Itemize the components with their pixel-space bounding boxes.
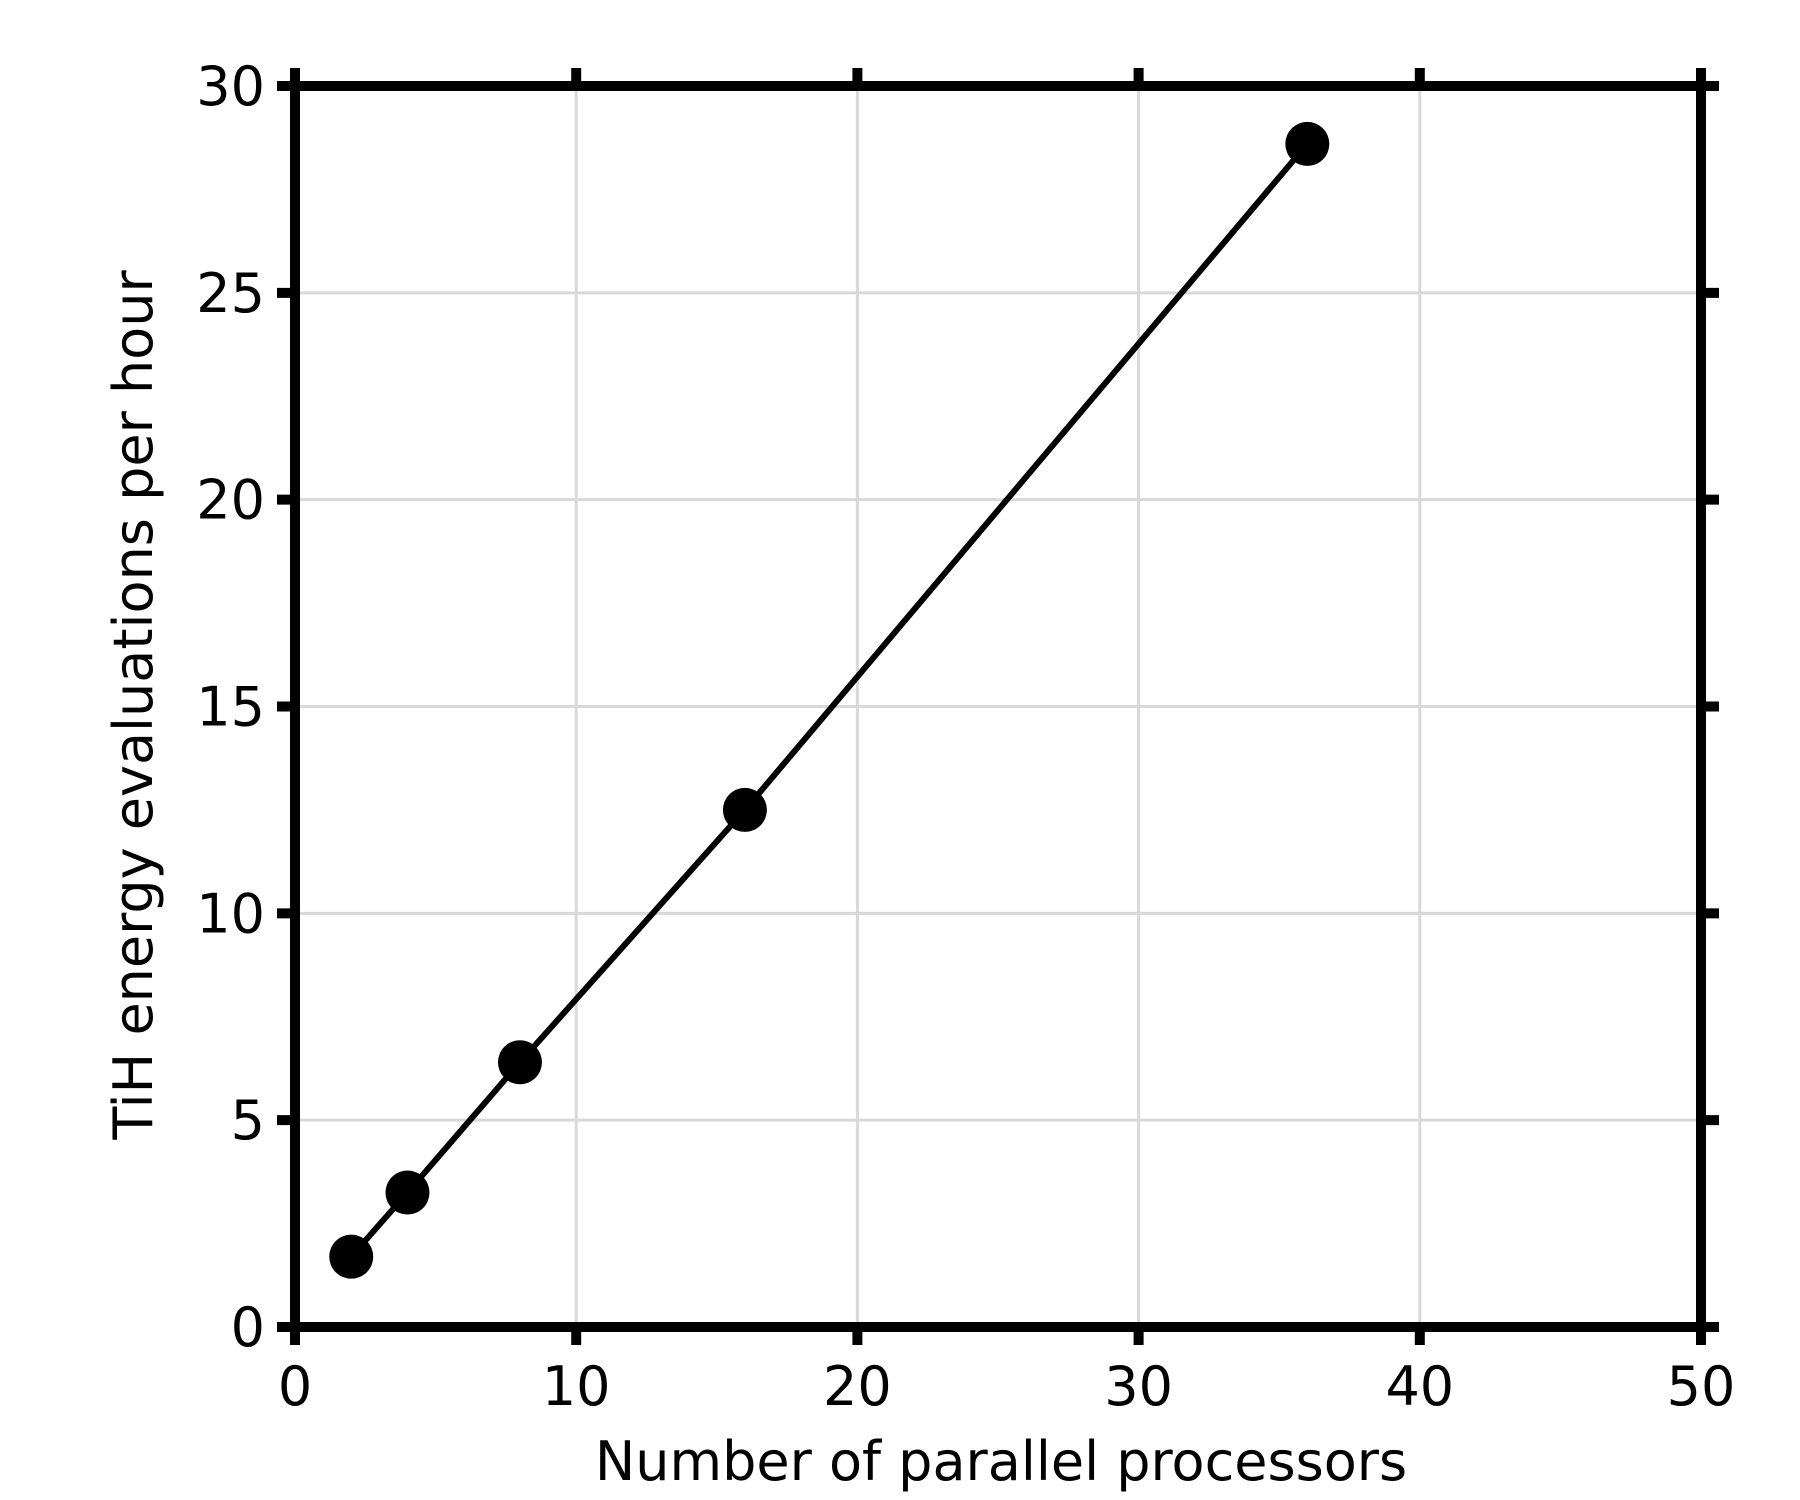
y-tick-label: 10 (196, 882, 265, 945)
series-points (329, 121, 1330, 1279)
x-tick-label: 30 (1104, 1355, 1173, 1418)
data-point (329, 1234, 374, 1279)
series-lines (348, 141, 1310, 1259)
x-axis-label: Number of parallel processors (595, 1430, 1407, 1493)
data-point (722, 787, 767, 832)
data-point (497, 1040, 542, 1085)
y-axis-label: TiH energy evaluations per hour (102, 270, 165, 1141)
x-tick-label: 0 (278, 1355, 312, 1418)
ticks (277, 68, 1719, 1345)
grid (293, 84, 1703, 1329)
x-tick-label: 50 (1667, 1355, 1736, 1418)
data-point (1285, 121, 1330, 166)
x-tick-label: 10 (542, 1355, 611, 1418)
y-tick-label: 15 (196, 676, 265, 739)
y-tick-label: 20 (196, 469, 265, 532)
y-tick-label: 0 (231, 1296, 265, 1359)
x-tick-label: 20 (823, 1355, 892, 1418)
y-tick-label: 30 (196, 55, 265, 118)
x-tick-label: 40 (1385, 1355, 1454, 1418)
data-point (385, 1170, 430, 1215)
series-line (348, 141, 1310, 1259)
tick-labels: 0 10 20 30 40 50 0 5 10 15 20 25 30 (196, 55, 1735, 1418)
y-tick-label: 5 (231, 1089, 265, 1152)
y-tick-label: 25 (196, 262, 265, 325)
